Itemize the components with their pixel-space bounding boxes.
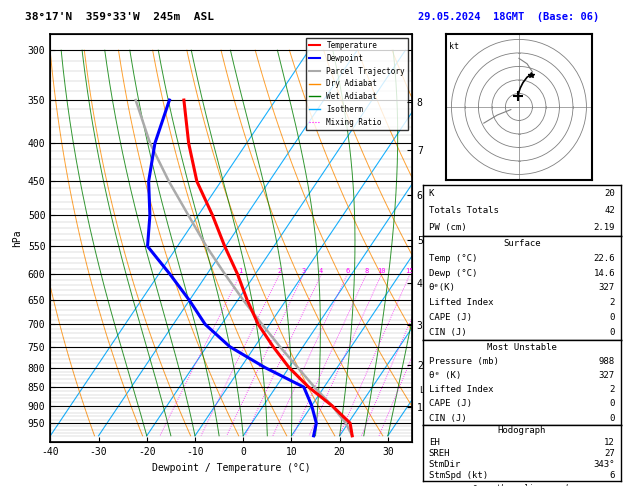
Text: 0: 0 xyxy=(610,328,615,337)
Text: 10: 10 xyxy=(377,268,386,275)
Text: 20: 20 xyxy=(426,268,435,275)
Text: 15: 15 xyxy=(406,268,414,275)
Text: EH: EH xyxy=(428,437,440,447)
Text: CAPE (J): CAPE (J) xyxy=(428,313,472,322)
Text: 2: 2 xyxy=(610,385,615,394)
Text: 988: 988 xyxy=(599,357,615,366)
Text: 25: 25 xyxy=(443,268,452,275)
Text: 29.05.2024  18GMT  (Base: 06): 29.05.2024 18GMT (Base: 06) xyxy=(418,12,599,22)
Text: 0: 0 xyxy=(610,414,615,423)
Text: Dewp (°C): Dewp (°C) xyxy=(428,269,477,278)
Y-axis label: hPa: hPa xyxy=(13,229,22,247)
Text: 14.6: 14.6 xyxy=(593,269,615,278)
Text: 22.6: 22.6 xyxy=(593,254,615,262)
Text: © weatheronline.co.uk: © weatheronline.co.uk xyxy=(473,484,571,486)
Text: LCL: LCL xyxy=(419,386,434,396)
Text: Lifted Index: Lifted Index xyxy=(428,385,493,394)
Text: 2: 2 xyxy=(277,268,281,275)
Text: 38°17'N  359°33'W  245m  ASL: 38°17'N 359°33'W 245m ASL xyxy=(25,12,214,22)
Text: Pressure (mb): Pressure (mb) xyxy=(428,357,499,366)
Text: Temp (°C): Temp (°C) xyxy=(428,254,477,262)
Text: 3: 3 xyxy=(301,268,306,275)
Text: CIN (J): CIN (J) xyxy=(428,414,466,423)
Text: CIN (J): CIN (J) xyxy=(428,328,466,337)
Text: 343°: 343° xyxy=(593,460,615,469)
Text: Mixing Ratio (g/kg): Mixing Ratio (g/kg) xyxy=(434,199,443,294)
Text: Lifted Index: Lifted Index xyxy=(428,298,493,307)
Text: θᵉ(K): θᵉ(K) xyxy=(428,283,455,293)
Text: StmDir: StmDir xyxy=(428,460,461,469)
Text: 20: 20 xyxy=(604,189,615,198)
Text: 6: 6 xyxy=(610,471,615,480)
Text: 27: 27 xyxy=(604,449,615,458)
Text: K: K xyxy=(428,189,434,198)
Text: 2.19: 2.19 xyxy=(593,223,615,232)
Text: SREH: SREH xyxy=(428,449,450,458)
Text: 327: 327 xyxy=(599,283,615,293)
Text: PW (cm): PW (cm) xyxy=(428,223,466,232)
Text: 2: 2 xyxy=(610,298,615,307)
Text: 6: 6 xyxy=(345,268,349,275)
Text: Hodograph: Hodograph xyxy=(498,426,546,435)
Text: Surface: Surface xyxy=(503,239,540,248)
Text: 1: 1 xyxy=(238,268,242,275)
Text: 0: 0 xyxy=(610,313,615,322)
Text: CAPE (J): CAPE (J) xyxy=(428,399,472,409)
Text: Totals Totals: Totals Totals xyxy=(428,206,499,215)
Text: 0: 0 xyxy=(610,399,615,409)
Text: kt: kt xyxy=(448,42,459,51)
Y-axis label: km
ASL: km ASL xyxy=(426,238,442,258)
Text: 12: 12 xyxy=(604,437,615,447)
X-axis label: Dewpoint / Temperature (°C): Dewpoint / Temperature (°C) xyxy=(152,463,311,473)
Text: 42: 42 xyxy=(604,206,615,215)
Text: 327: 327 xyxy=(599,371,615,380)
Text: Most Unstable: Most Unstable xyxy=(487,343,557,352)
Legend: Temperature, Dewpoint, Parcel Trajectory, Dry Adiabat, Wet Adiabat, Isotherm, Mi: Temperature, Dewpoint, Parcel Trajectory… xyxy=(306,38,408,130)
Text: θᵉ (K): θᵉ (K) xyxy=(428,371,461,380)
Text: 4: 4 xyxy=(319,268,323,275)
Text: 8: 8 xyxy=(364,268,369,275)
Text: StmSpd (kt): StmSpd (kt) xyxy=(428,471,487,480)
